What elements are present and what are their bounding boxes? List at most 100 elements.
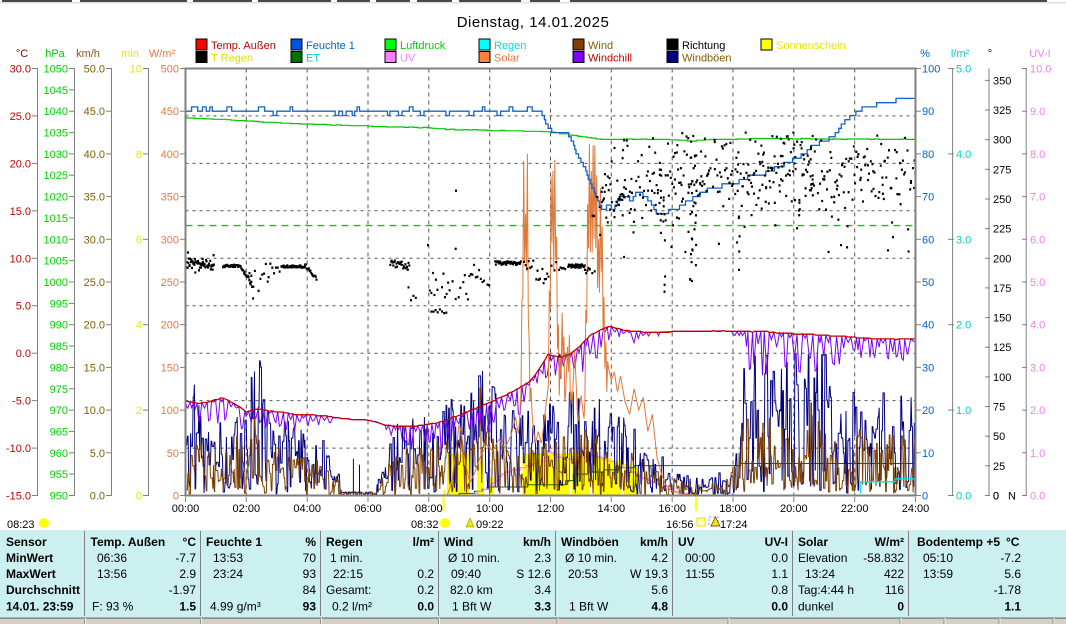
svg-text:Wind: Wind	[444, 535, 473, 549]
svg-text:10.0: 10.0	[84, 405, 105, 417]
svg-text:1 min.: 1 min.	[330, 551, 363, 565]
svg-text:Solar: Solar	[798, 535, 828, 549]
svg-text:25.0: 25.0	[10, 111, 31, 123]
svg-text:W/m²: W/m²	[875, 535, 904, 549]
svg-text:Feuchte 1: Feuchte 1	[206, 535, 262, 549]
svg-text:5.0: 5.0	[1030, 277, 1045, 289]
svg-text:ET: ET	[306, 53, 320, 65]
svg-text:14.01. 23:59: 14.01. 23:59	[6, 600, 74, 614]
svg-text:°C: °C	[16, 48, 28, 60]
svg-text:8.0: 8.0	[1030, 149, 1045, 161]
svg-text:min: min	[121, 48, 139, 60]
svg-text:350: 350	[161, 192, 179, 204]
svg-text:MaxWert: MaxWert	[6, 567, 56, 581]
svg-text:1045: 1045	[44, 85, 68, 97]
svg-text:°: °	[988, 48, 992, 60]
svg-text:985: 985	[50, 341, 68, 353]
svg-text:40: 40	[922, 320, 934, 332]
svg-text:0: 0	[173, 491, 179, 503]
svg-text:1.0: 1.0	[1030, 448, 1045, 460]
svg-text:Wind: Wind	[588, 40, 613, 52]
svg-text:10: 10	[922, 448, 934, 460]
svg-text:W 19.3: W 19.3	[630, 567, 668, 581]
svg-text:-10.0: -10.0	[6, 443, 31, 455]
svg-text:45.0: 45.0	[84, 106, 105, 118]
svg-text:175: 175	[993, 283, 1011, 295]
svg-text:Regen: Regen	[494, 40, 526, 52]
svg-text:16:00: 16:00	[658, 503, 686, 515]
svg-text:93: 93	[303, 600, 317, 614]
svg-text:225: 225	[993, 224, 1011, 236]
svg-text:100: 100	[993, 372, 1011, 384]
svg-text:11:55: 11:55	[685, 567, 714, 581]
svg-text:422: 422	[884, 567, 904, 581]
svg-text:13:24: 13:24	[805, 567, 835, 581]
svg-text:325: 325	[993, 105, 1011, 117]
svg-text:100: 100	[922, 64, 940, 76]
svg-text:1025: 1025	[44, 170, 68, 182]
svg-text:450: 450	[161, 106, 179, 118]
svg-text:3.0: 3.0	[956, 234, 971, 246]
svg-text:200: 200	[993, 253, 1011, 265]
svg-text:-1.97: -1.97	[169, 583, 197, 597]
svg-text:10.0: 10.0	[10, 253, 31, 265]
svg-text:-7.7: -7.7	[175, 551, 196, 565]
svg-text:70: 70	[303, 551, 317, 565]
svg-text:Windchill: Windchill	[588, 53, 632, 65]
svg-text:1 Bft W: 1 Bft W	[452, 600, 492, 614]
svg-text:10.0: 10.0	[1030, 64, 1051, 76]
svg-text:UV: UV	[678, 535, 695, 549]
svg-text:84: 84	[303, 583, 317, 597]
svg-text:300: 300	[993, 135, 1011, 147]
svg-text:1050: 1050	[44, 64, 68, 76]
svg-text:-58.832: -58.832	[863, 551, 904, 565]
svg-text:0.0: 0.0	[417, 600, 434, 614]
svg-text:23:24: 23:24	[213, 567, 243, 581]
svg-text:13:53: 13:53	[213, 551, 243, 565]
svg-text:0: 0	[993, 491, 999, 503]
svg-text:0.0: 0.0	[771, 551, 788, 565]
svg-text:MinWert: MinWert	[6, 551, 53, 565]
svg-text:05:10: 05:10	[923, 551, 953, 565]
svg-text:20.0: 20.0	[84, 320, 105, 332]
svg-text:3.0: 3.0	[1030, 362, 1045, 374]
svg-text:l/m²: l/m²	[951, 48, 970, 60]
svg-text:955: 955	[50, 469, 68, 481]
svg-text:Feuchte 1: Feuchte 1	[306, 40, 355, 52]
svg-text:08:32: 08:32	[411, 519, 439, 531]
svg-text:60: 60	[922, 234, 934, 246]
svg-text:Elevation: Elevation	[798, 551, 847, 565]
svg-text:00:00: 00:00	[172, 503, 200, 515]
svg-text:Windböen: Windböen	[561, 535, 619, 549]
svg-text:09:40: 09:40	[451, 567, 481, 581]
svg-text:13:59: 13:59	[923, 567, 953, 581]
svg-text:km/h: km/h	[640, 535, 668, 549]
svg-text:F: 93 %: F: 93 %	[92, 600, 134, 614]
svg-text:30.0: 30.0	[84, 234, 105, 246]
svg-text:0.8: 0.8	[771, 583, 788, 597]
svg-text:Dienstag, 14.01.2025: Dienstag, 14.01.2025	[457, 14, 610, 31]
svg-text:6.0: 6.0	[1030, 234, 1045, 246]
svg-text:4.0: 4.0	[1030, 320, 1045, 332]
svg-text:UV: UV	[400, 53, 416, 65]
svg-text:5.6: 5.6	[1004, 567, 1021, 581]
svg-text:0: 0	[993, 491, 999, 503]
svg-text:Windböen: Windböen	[682, 53, 732, 65]
svg-text:0.0: 0.0	[90, 491, 105, 503]
svg-text:275: 275	[993, 164, 1011, 176]
svg-text:Sonnenschein: Sonnenschein	[776, 40, 846, 52]
svg-text:Solar: Solar	[494, 53, 520, 65]
svg-text:%: %	[920, 48, 930, 60]
svg-text:30.0: 30.0	[10, 64, 31, 76]
svg-text:2.0: 2.0	[956, 320, 971, 332]
svg-text:0.0: 0.0	[16, 348, 31, 360]
svg-text:Bodentemp +5: Bodentemp +5	[917, 535, 1000, 549]
svg-text:16:56: 16:56	[666, 519, 694, 531]
svg-text:0.0: 0.0	[771, 600, 788, 614]
svg-text:25.0: 25.0	[84, 277, 105, 289]
svg-text:0.2: 0.2	[417, 583, 434, 597]
svg-text:960: 960	[50, 448, 68, 460]
svg-text:70: 70	[922, 192, 934, 204]
svg-text:13:56: 13:56	[97, 567, 127, 581]
svg-text:17:24: 17:24	[720, 519, 748, 531]
